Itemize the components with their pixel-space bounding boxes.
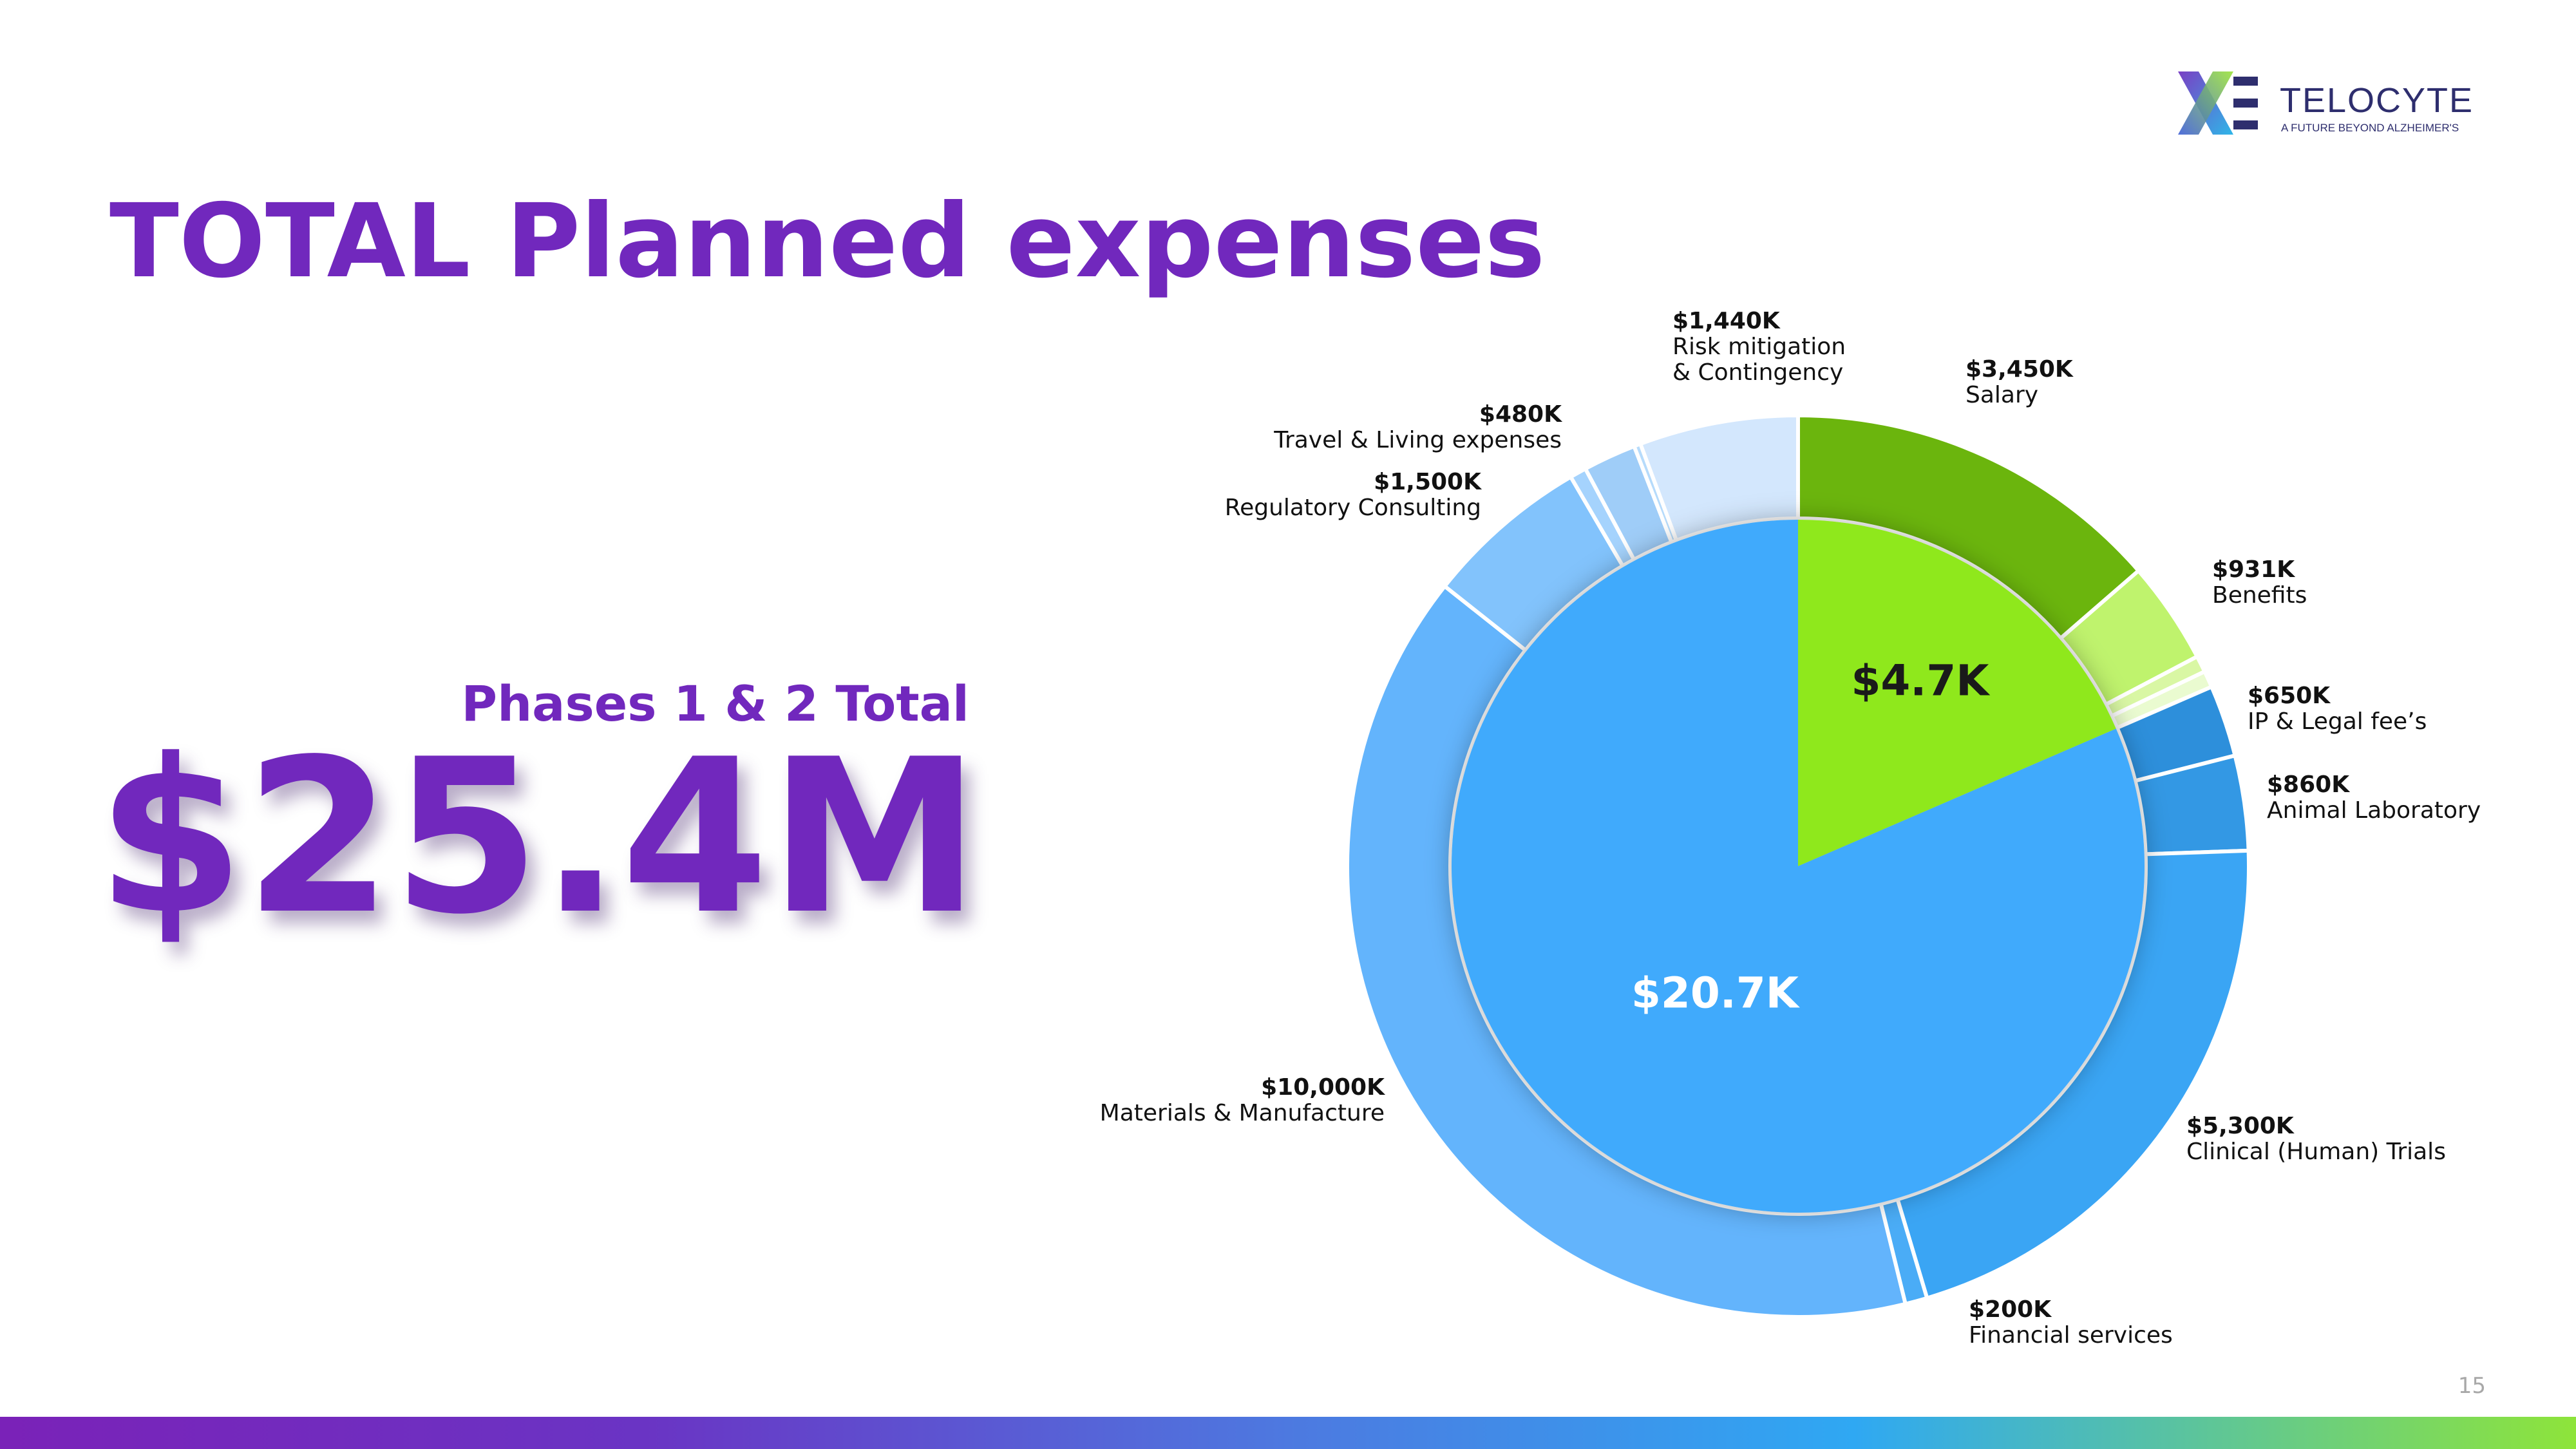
- telocyte-logo-mark-icon: [2178, 71, 2258, 135]
- outer-segment-clinical-human-trials: [1895, 848, 2251, 1301]
- callout-amount-salary: $3,450K: [1965, 356, 2074, 383]
- callout-category-risk-mitigation-contingency-line-2: & Contingency: [1672, 359, 1843, 386]
- callout-amount-regulatory-consulting: $1,500K: [1374, 469, 1482, 495]
- inner-slice-1: [1798, 520, 2116, 866]
- callout-category-risk-mitigation-contingency: Risk mitigation: [1672, 334, 1846, 360]
- callout-amount-travel-living-expenses: $480K: [1479, 401, 1562, 428]
- callout-category-materials-manufacture: Materials & Manufacture: [1100, 1100, 1385, 1126]
- outer-segment-materials-manufacture: [1345, 583, 1908, 1319]
- callout-amount-clinical-human-trials: $5,300K: [2186, 1113, 2295, 1139]
- page-number: 15: [2458, 1373, 2486, 1399]
- inner-pie: [1452, 520, 2145, 1213]
- inner-slice-label-1: $4.7K: [1851, 656, 1991, 706]
- callout-category-clinical-human-trials: Clinical (Human) Trials: [2186, 1139, 2446, 1165]
- callout-amount-ip-legal-fee-s: $650K: [2248, 683, 2331, 709]
- callout-amount-animal-laboratory: $860K: [2267, 772, 2350, 798]
- inner-slice-label-2: $20.7K: [1631, 968, 1801, 1018]
- callout-category-financial-services: Financial services: [1969, 1322, 2173, 1349]
- logo-tagline: A FUTURE BEYOND ALZHEIMER'S: [2281, 122, 2459, 134]
- outer-ring: [1345, 413, 2251, 1319]
- callout-amount-risk-mitigation-contingency: $1,440K: [1672, 308, 1781, 334]
- total-value: $25.4M: [97, 714, 981, 961]
- inner-slice-2: [1452, 520, 2145, 1213]
- outer-segment-risk-mitigation-contingency: [1638, 413, 1800, 543]
- callout-category-benefits: Benefits: [2212, 582, 2307, 609]
- callout-amount-benefits: $931K: [2212, 556, 2295, 583]
- callout-category-regulatory-consulting: Regulatory Consulting: [1225, 495, 1481, 521]
- callout-amount-financial-services: $200K: [1969, 1296, 2052, 1323]
- slide-title: TOTAL Planned expenses: [109, 182, 1546, 301]
- bottom-gradient-bar: [0, 1417, 2576, 1449]
- callout-category-animal-laboratory: Animal Laboratory: [2267, 797, 2481, 824]
- phases-total-label: Phases 1 & 2 Total: [461, 675, 969, 732]
- callout-amount-materials-manufacture: $10,000K: [1261, 1074, 1385, 1101]
- callout-category-travel-living-expenses: Travel & Living expenses: [1273, 427, 1562, 453]
- callout-category-salary: Salary: [1965, 382, 2038, 408]
- center-labels: $4.7K $20.7K: [1631, 656, 1991, 1018]
- callout-category-ip-legal-fee-s: IP & Legal fee’s: [2248, 708, 2427, 735]
- telocyte-logo: TELOCYTE A FUTURE BEYOND ALZHEIMER'S: [2177, 68, 2492, 138]
- logo-name: TELOCYTE: [2280, 81, 2474, 120]
